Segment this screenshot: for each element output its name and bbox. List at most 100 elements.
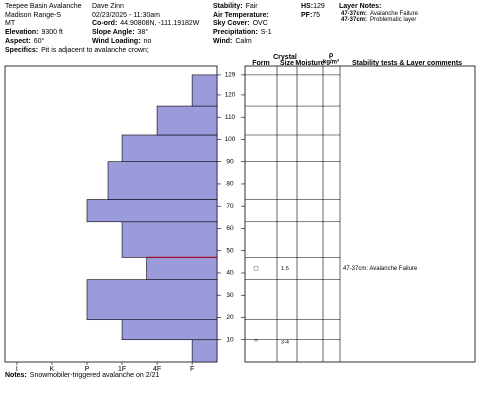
field-value: OVC — [253, 20, 268, 27]
header-field: Teepee Basin Avalanche — [5, 3, 82, 10]
hardness-tick-label: P — [85, 366, 90, 373]
hardness-bar — [121, 134, 218, 162]
depth-tick-label: 20 — [226, 314, 234, 321]
hardness-tick-label: 1F — [118, 366, 126, 373]
hardness-bar — [86, 279, 218, 321]
field-value: MT — [5, 20, 16, 27]
header-field: Madison Range-S — [5, 12, 61, 19]
field-label: 47-37cm: — [341, 11, 367, 17]
layer-comment: 47-37cm: Avalanche Failure — [343, 266, 418, 272]
grain-size: 1.5 — [281, 266, 289, 272]
field-value: Fair — [246, 3, 259, 10]
table-dividers — [276, 66, 341, 362]
grain-form: □ — [254, 265, 259, 272]
depth-tick-label: 60 — [226, 225, 234, 232]
hardness-bar — [107, 161, 218, 200]
header-field: Stability: Fair — [213, 3, 258, 10]
field-label: Notes: — [5, 372, 27, 379]
header-field: Precipitation: S-1 — [213, 29, 272, 36]
header-field: Wind: Calm — [213, 38, 252, 45]
depth-tick-label: 110 — [225, 114, 236, 121]
depth-tick-label: 120 — [225, 92, 236, 99]
depth-tick-label: 80 — [226, 181, 234, 188]
field-label: Precipitation: — [213, 29, 258, 36]
header-field: Wind Loading: no — [92, 38, 151, 45]
field-label: Air Temperature: — [213, 12, 269, 19]
field-label: Co-ord: — [92, 20, 117, 27]
hardness-tick-label: I — [16, 366, 18, 373]
header-field: MT — [5, 20, 16, 27]
field-value: Madison Range-S — [5, 12, 61, 19]
hardness-bar — [146, 257, 218, 280]
depth-tick-label: 90 — [226, 158, 234, 165]
hardness-tick-label: K — [50, 366, 55, 373]
field-value: Snowmobiler-triggered avalanche on 2/21 — [30, 372, 160, 379]
depth-tick-label: 100 — [225, 136, 236, 143]
field-value: Pit is adjacent to avalanche crown; — [41, 47, 149, 54]
field-value: Teepee Basin Avalanche — [5, 3, 82, 10]
field-value: Avalanche Failure — [370, 11, 419, 17]
field-value: no — [144, 38, 152, 45]
hardness-bar — [121, 221, 218, 258]
hardness-bar — [121, 319, 218, 341]
field-label: Aspect: — [5, 38, 31, 45]
field-value: 129 — [313, 3, 325, 10]
field-label: Wind Loading: — [92, 38, 141, 45]
field-label: Specifics: — [5, 47, 38, 54]
field-value: 44.90808N, -111.19182W — [120, 20, 200, 27]
field-label: Wind: — [213, 38, 232, 45]
header-field: 02/23/2025 - 11:30am — [92, 12, 160, 19]
depth-tick-label: 40 — [226, 270, 234, 277]
header-field: 47-37cm: Problematic layer — [341, 17, 416, 23]
header-field: PF:75 — [301, 12, 320, 19]
header-field: Aspect: 60° — [5, 37, 44, 45]
field-label: Slope Angle: — [92, 29, 135, 36]
hardness-bar — [191, 74, 218, 107]
moisture-header: Moisture — [295, 60, 324, 67]
field-label: PF: — [301, 12, 312, 19]
header-field: Sky Cover: OVC — [213, 20, 268, 27]
header-field: Elevation: 9300 ft — [5, 29, 63, 36]
field-value: Dave Zinn — [92, 3, 124, 10]
field-value: 02/23/2025 - 11:30am — [92, 12, 160, 19]
header-field: Layer Notes: — [339, 3, 381, 10]
grain-size: 3-4 — [281, 339, 289, 345]
specifics: Specifics: Pit is adjacent to avalanche c… — [5, 47, 149, 54]
notes: Notes: Snowmobiler-triggered avalanche on… — [5, 372, 159, 379]
size-header: Size — [280, 60, 294, 67]
layer-table — [244, 65, 476, 363]
rho-header: ρ — [329, 52, 334, 59]
comments-header: Stability tests & Layer comments — [352, 60, 462, 67]
field-value: 60° — [34, 37, 45, 45]
depth-tick-label: 30 — [226, 292, 234, 299]
field-label: Elevation: — [5, 29, 38, 36]
field-label: 47-37cm: — [341, 17, 367, 23]
field-value: 9300 ft — [41, 29, 62, 36]
grain-form: ^ — [254, 339, 258, 346]
density-unit: kg/m³ — [323, 59, 339, 66]
header-field: 47-37cm: Avalanche Failure — [341, 11, 419, 17]
header-field: Slope Angle: 38° — [92, 28, 148, 36]
header-field: Dave Zinn — [92, 3, 124, 10]
depth-tick-label: 50 — [226, 247, 234, 254]
field-value: S-1 — [261, 29, 272, 36]
field-value: 38° — [138, 28, 149, 36]
field-label: Layer Notes: — [339, 3, 381, 10]
field-label: Stability: — [213, 3, 243, 10]
hardness-bar — [86, 199, 218, 223]
field-label: HS: — [301, 3, 313, 10]
field-value: Problematic layer — [370, 17, 416, 23]
depth-tick-label: 10 — [226, 336, 234, 343]
header-field: HS:129 — [301, 3, 325, 10]
hardness-tick-label: 4F — [153, 366, 161, 373]
field-value: 75 — [312, 12, 320, 19]
crystal-header: Crystal — [273, 54, 297, 61]
header-field: Co-ord: 44.90808N, -111.19182W — [92, 20, 200, 27]
hardness-tick-label: F — [190, 366, 194, 373]
header-field: Air Temperature: — [213, 12, 269, 19]
depth-tick-label: 70 — [226, 203, 234, 210]
hardness-bar — [191, 339, 218, 363]
form-header: Form — [252, 60, 270, 67]
